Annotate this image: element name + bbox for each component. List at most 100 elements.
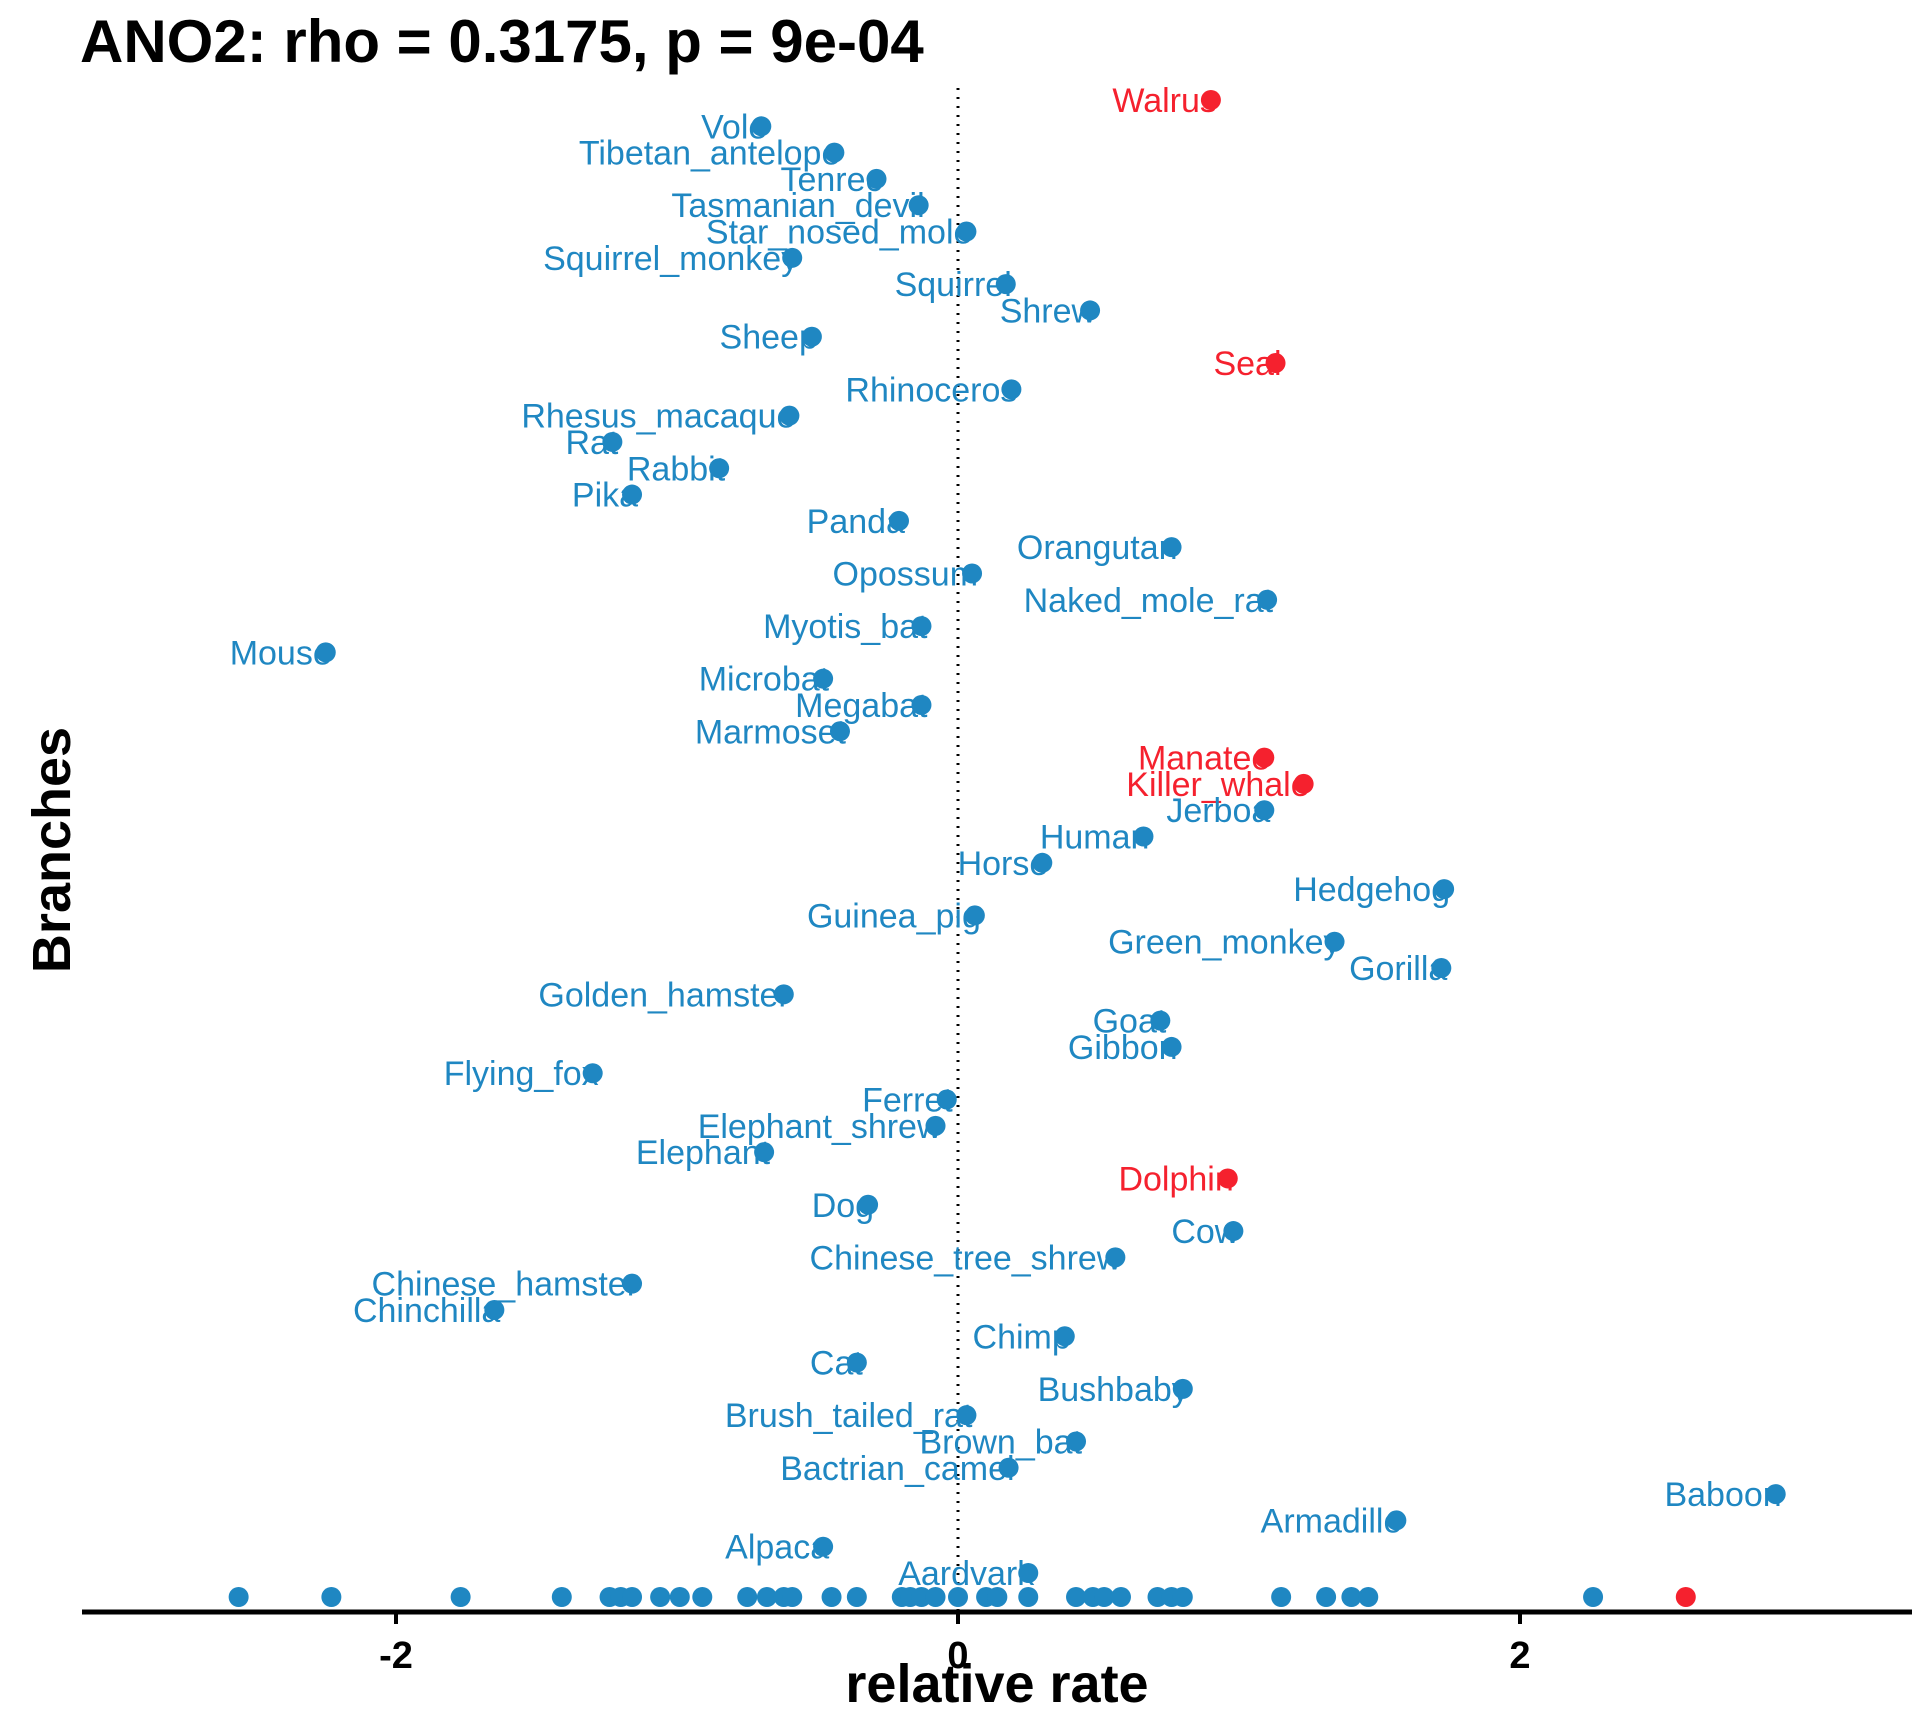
data-point (582, 1063, 603, 1084)
rug-point (228, 1587, 249, 1607)
point-label: Dolphin (1118, 1160, 1233, 1198)
point-label: Chinchilla (353, 1292, 500, 1330)
point-label: Chinese_hamster (372, 1266, 638, 1304)
point-label: Armadillo (1261, 1502, 1403, 1540)
rug-point (1172, 1587, 1193, 1607)
rug-point (1583, 1587, 1604, 1607)
point-label: Rhesus_macaque (521, 398, 795, 436)
rug-point (1147, 1587, 1168, 1607)
data-point (1324, 931, 1345, 952)
point-label: Gibbon (1068, 1029, 1178, 1067)
point-label: Bactrian_camel (780, 1450, 1014, 1488)
data-point (911, 694, 932, 715)
point-label: Sheep (720, 319, 818, 357)
rug-point (450, 1587, 471, 1607)
point-label: Walrus (1112, 82, 1217, 120)
point-label: Chimp (973, 1318, 1071, 1356)
point-label: Hedgehog (1293, 871, 1450, 909)
data-point (936, 1089, 957, 1110)
point-label: Gorilla (1349, 950, 1447, 988)
rug-point (622, 1587, 643, 1607)
data-point (1105, 1247, 1126, 1268)
rug-point (1316, 1587, 1337, 1607)
point-label: Human (1040, 819, 1150, 857)
data-point (1217, 1168, 1238, 1189)
data-point (1054, 1326, 1075, 1347)
point-label: Chinese_tree_shrew (810, 1239, 1122, 1277)
data-point (1200, 90, 1221, 110)
rug-point (669, 1587, 690, 1607)
point-label: Baboon (1664, 1476, 1781, 1514)
point-label: Golden_hamster (538, 976, 789, 1014)
rug-point (1358, 1587, 1379, 1607)
rug-points (228, 1587, 1696, 1607)
data-point (1001, 379, 1022, 400)
rug-point (987, 1587, 1008, 1607)
data-point (908, 195, 929, 216)
point-label: Manatee (1138, 740, 1270, 778)
point-label: Alpaca (725, 1529, 829, 1567)
rug-point (756, 1587, 777, 1607)
data-point (1066, 1431, 1087, 1452)
point-label: Aardvark (898, 1555, 1035, 1593)
data-point (1032, 852, 1053, 873)
point-label: Tibetan_antelope (579, 135, 841, 173)
data-point (1254, 800, 1275, 821)
data-point (1265, 353, 1286, 374)
rug-point (911, 1587, 932, 1607)
data-point (801, 326, 822, 347)
rug-point (782, 1587, 803, 1607)
point-label: Brush_tailed_rat (725, 1397, 973, 1435)
data-point (998, 1457, 1019, 1478)
data-point (709, 458, 730, 479)
rug-point (1110, 1587, 1131, 1607)
rug-point (692, 1587, 713, 1607)
point-labels: WalrusVoleTibetan_antelopeTenrecTasmania… (230, 82, 1782, 1593)
point-label: Star_nosed_mole (706, 214, 973, 252)
data-point (1386, 1510, 1407, 1531)
data-point (1431, 958, 1452, 979)
point-label: Rhinoceros (845, 371, 1017, 409)
data-point (622, 1273, 643, 1294)
point-label: Megabat (795, 687, 928, 725)
data-point (754, 1142, 775, 1163)
data-point (1765, 1484, 1786, 1505)
data-point (995, 274, 1016, 295)
data-point (1018, 1563, 1039, 1583)
data-point (813, 1536, 834, 1557)
rug-point (650, 1587, 671, 1607)
point-label: Elephant (636, 1134, 771, 1172)
data-point (858, 1194, 879, 1215)
data-point (1257, 589, 1278, 610)
rug-point (1018, 1587, 1039, 1607)
point-label: Squirrel_monkey (543, 240, 798, 278)
point-label: Jerboa (1166, 792, 1270, 830)
data-point (773, 984, 794, 1005)
x-axis-title: relative rate (845, 1654, 1148, 1714)
point-label: Guinea_pig (807, 897, 981, 935)
data-point (779, 405, 800, 426)
data-point (911, 616, 932, 637)
point-label: Panda (807, 503, 905, 541)
rug-point (846, 1587, 867, 1607)
chart-title: ANO2: rho = 0.3175, p = 9e-04 (80, 8, 924, 75)
data-point (1293, 773, 1314, 794)
rug-point (1675, 1587, 1696, 1607)
rug-point (321, 1587, 342, 1607)
point-label: Green_monkey (1108, 924, 1340, 962)
point-label: Mouse (230, 634, 332, 672)
point-label: Orangutan (1017, 529, 1178, 567)
point-label: Microbat (699, 661, 830, 699)
data-point (1161, 537, 1182, 558)
data-point (962, 563, 983, 584)
point-label: Brown_bat (919, 1423, 1082, 1461)
data-point (956, 1405, 977, 1426)
point-label: Bushbaby (1038, 1371, 1189, 1409)
rug-point (821, 1587, 842, 1607)
data-point (1223, 1221, 1244, 1242)
rug-point (948, 1587, 968, 1607)
data-point (1080, 300, 1101, 321)
data-point (964, 905, 985, 926)
data-point (925, 1115, 946, 1136)
data-point (315, 642, 336, 663)
